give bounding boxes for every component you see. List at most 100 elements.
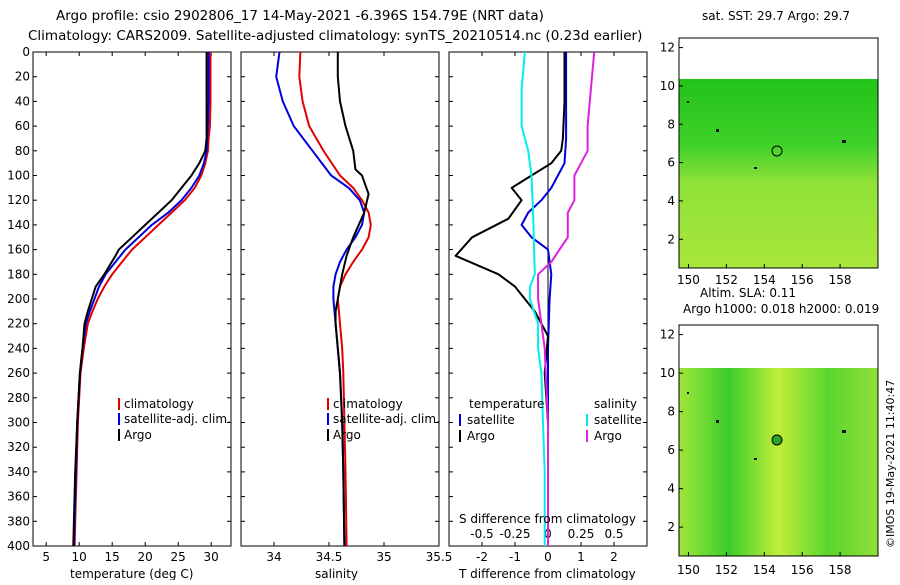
depth-tick-label: 380 [7,514,30,528]
temperature-line-satellite-adj-clim [72,52,210,547]
legend-swatch-satellite [118,413,120,425]
difference-line-t-argo [454,52,566,546]
legend-swatch-satellite [327,413,329,425]
sla-ytick-label: 6 [667,443,675,457]
sla-xtick-label: 154 [753,563,776,577]
difference-xtick-label: 0 [544,550,552,564]
sst-map-title: sat. SST: 29.7 Argo: 29.7 [702,9,850,23]
sla-map-subtitle: Argo h1000: 0.018 h2000: 0.019 [683,302,879,316]
legend-label-satellite: satellite-adj. clim. [333,412,440,426]
sla-land-speck [687,392,689,394]
sst-xtick-label: 150 [677,273,700,287]
sst-xtick-label: 152 [715,273,738,287]
salinity-xlabel: salinity [315,567,358,580]
sst-ytick-label: 8 [667,117,675,131]
difference-line-t-satellite [520,52,568,546]
legend-swatch-argo [118,429,120,441]
legend-label-satellite: satellite-adj. clim. [124,412,231,426]
sst-ytick-label: 10 [660,79,675,93]
temperature-xtick-label: 25 [171,550,186,564]
salinity-axes [240,51,440,547]
sla-ytick-label: 2 [667,520,675,534]
sla-map-field [679,368,878,556]
depth-tick-label: 200 [7,292,30,306]
sst-land-speck [687,101,689,103]
sst-xtick-label: 156 [791,273,814,287]
difference-legend: temperature salinity satellite Argo sate… [459,397,642,443]
sst-ytick-label: 2 [667,232,675,246]
salinity-xtick-label: 34 [266,550,281,564]
difference-s-tick-label: 0.25 [568,527,595,541]
temperature-xtick-label: 10 [72,550,87,564]
depth-tick-label: 180 [7,267,30,281]
sst-land-speck [716,129,719,132]
salinity-xtick-label: 35 [376,550,391,564]
temperature-xtick-label: 20 [138,550,153,564]
sla-map-land [687,392,846,460]
difference-s-tick-label: -0.5 [470,527,493,541]
depth-tick-label: 320 [7,440,30,454]
depth-tick-label: 40 [15,94,30,108]
sst-map-land [687,101,846,169]
depth-tick-label: 400 [7,539,30,553]
depth-tick-label: 360 [7,490,30,504]
temperature-xtick-label: 30 [204,550,219,564]
sla-ytick-label: 4 [667,482,675,496]
sst-xtick-label: 154 [753,273,776,287]
depth-tick-label: 160 [7,243,30,257]
depth-tick-label: 280 [7,391,30,405]
sla-land-speck [716,420,719,423]
legend-title-salinity: salinity [594,397,637,411]
sla-map-ticks: 150 152 154 156 158 2 4 6 8 10 12 [660,328,852,577]
sst-ytick-label: 4 [667,194,675,208]
salinity-ticks: 34 34.5 35 35.5 [241,51,453,564]
legend-label-climatology: climatology [333,397,403,411]
sla-xtick-label: 158 [829,563,852,577]
difference-xtick-label: 2 [610,550,618,564]
sla-map-title: Altim. SLA: 0.11 [700,286,796,300]
sst-xtick-label: 158 [829,273,852,287]
legend-label-argo: Argo [124,428,152,442]
salinity-xtick-label: 34.5 [316,550,343,564]
difference-xtick-label: 1 [577,550,585,564]
difference-line-s-satellite [520,51,546,546]
sst-ytick-label: 12 [660,41,675,55]
depth-tick-label: 220 [7,317,30,331]
depth-tick-label: 260 [7,366,30,380]
legend-swatch-climatology [118,398,120,410]
sst-argo-marker [771,145,783,157]
sla-argo-marker [771,434,783,446]
salinity-series [275,51,372,547]
legend-label-argo: Argo [333,428,361,442]
figure-title-line2: Climatology: CARS2009. Satellite-adjuste… [28,28,642,44]
legend-label-s-argo: Argo [594,429,622,443]
depth-tick-label: 340 [7,465,30,479]
salinity-xtick-label: 35.5 [426,550,453,564]
depth-tick-label: 100 [7,169,30,183]
sla-xtick-label: 156 [791,563,814,577]
difference-series [454,51,596,546]
depth-tick-label: 60 [15,119,30,133]
sla-ytick-label: 10 [660,366,675,380]
legend-swatch-t-argo [459,430,461,442]
difference-xtick-label: -2 [476,550,488,564]
legend-swatch-argo [327,429,329,441]
difference-xtick-label: -1 [509,550,521,564]
sla-xtick-label: 152 [715,563,738,577]
legend-label-t-argo: Argo [467,429,495,443]
depth-tick-label: 140 [7,218,30,232]
legend-swatch-climatology [327,398,329,410]
figure-title-line1: Argo profile: csio 2902806_17 14-May-202… [56,8,544,24]
sst-land-speck [754,167,757,169]
legend-label-climatology: climatology [124,397,194,411]
sst-map-field [679,79,878,268]
temperature-ticks: 0 20 40 60 80 100 120 140 160 180 200 220 240 260 280 3… [7,45,231,564]
sst-ytick-label: 6 [667,156,675,170]
salinity-line-climatology [298,51,372,547]
salinity-legend: climatology satellite-adj. clim. Argo [327,397,440,442]
depth-tick-label: 300 [7,416,30,430]
difference-xlabel-top: S difference from climatology [459,512,636,526]
temperature-xtick-label: 15 [105,550,120,564]
depth-tick-label: 120 [7,193,30,207]
